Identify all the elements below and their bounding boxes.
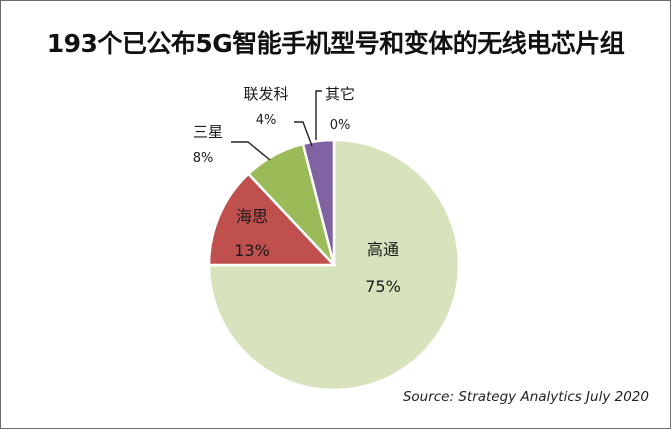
source-note: Source: Strategy Analytics July 2020 [402,389,649,405]
slice-label-5: 其它 [325,85,355,103]
pie-slice-4 [301,138,336,266]
slice-label-3: 三星 [193,123,223,141]
leader-line-4 [294,121,313,147]
slice-value-1: 75% [365,277,401,296]
pie-slice-1 [207,138,461,392]
pie-slice-2 [207,172,337,267]
slice-value-5: 0% [330,118,351,133]
slice-label-1: 高通 [367,240,399,259]
leader-line-5 [315,90,322,140]
leader-line-3 [231,141,271,161]
slice-label-4: 联发科 [243,85,288,103]
slice-value-2: 13% [234,241,270,260]
slice-value-3: 8% [193,151,214,166]
chart-title: 193个已公布5G智能手机型号和变体的无线电芯片组 [46,29,625,58]
slice-label-2: 海思 [236,207,268,226]
slice-value-4: 4% [256,113,277,128]
